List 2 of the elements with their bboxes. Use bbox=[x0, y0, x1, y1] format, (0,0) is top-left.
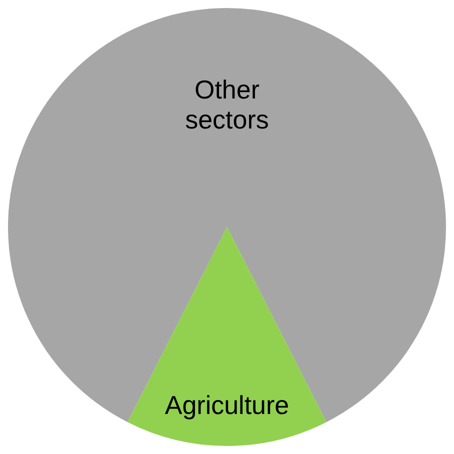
slice-label: Agriculture bbox=[164, 390, 290, 420]
slice-label: Other sectors bbox=[185, 74, 269, 135]
